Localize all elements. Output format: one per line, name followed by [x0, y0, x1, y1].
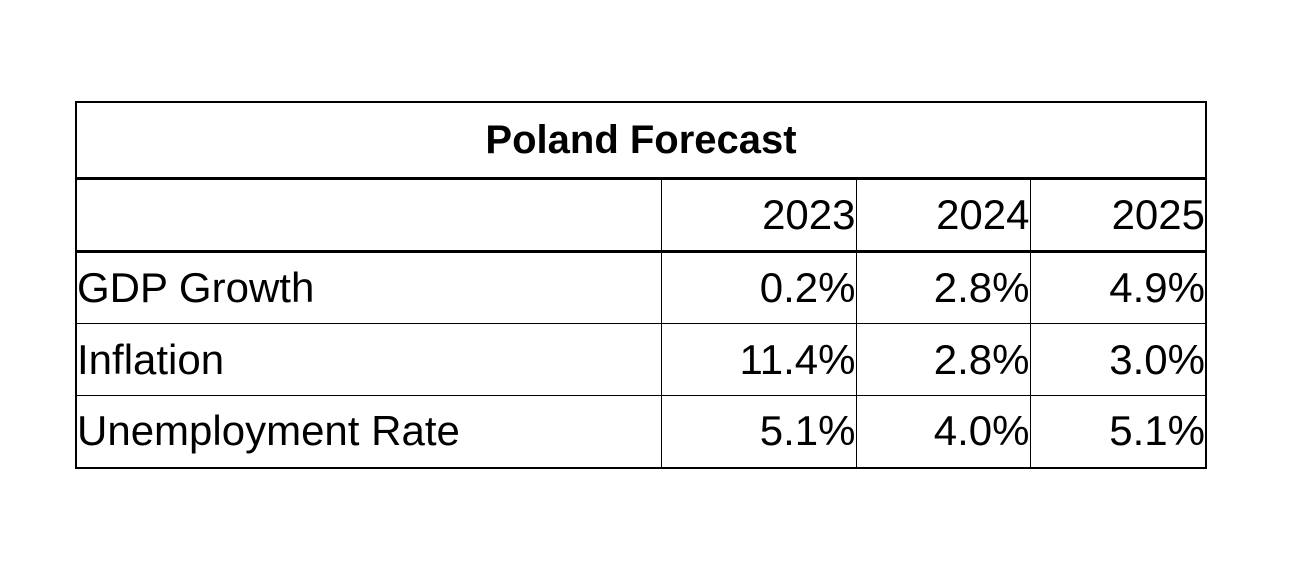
table-row: Inflation 11.4% 2.8% 3.0% [75, 323, 1208, 396]
data-cell: 5.1% [1029, 395, 1208, 469]
header-year-2024: 2024 [855, 178, 1031, 253]
data-cell: 2.8% [855, 323, 1031, 396]
data-cell: 4.0% [855, 395, 1031, 469]
row-label: GDP Growth [75, 251, 662, 324]
table-row: Unemployment Rate 5.1% 4.0% 5.1% [75, 395, 1208, 469]
data-cell: 3.0% [1029, 323, 1208, 396]
table-title: Poland Forecast [74, 101, 1208, 180]
header-row: 2023 2024 2025 [75, 178, 1208, 253]
header-year-2025: 2025 [1029, 178, 1208, 253]
row-label: Unemployment Rate [75, 395, 662, 469]
data-cell: 11.4% [660, 323, 857, 396]
data-cell: 5.1% [660, 395, 857, 469]
row-label: Inflation [75, 323, 662, 396]
data-cell: 2.8% [855, 251, 1031, 324]
header-label-cell [75, 178, 662, 253]
header-year-2023: 2023 [660, 178, 857, 253]
data-cell: 0.2% [660, 251, 857, 324]
forecast-table: Poland Forecast 2023 2024 2025 GDP Growt… [74, 101, 1208, 469]
title-row: Poland Forecast [74, 101, 1208, 180]
data-cell: 4.9% [1029, 251, 1208, 324]
table-row: GDP Growth 0.2% 2.8% 4.9% [75, 251, 1208, 324]
